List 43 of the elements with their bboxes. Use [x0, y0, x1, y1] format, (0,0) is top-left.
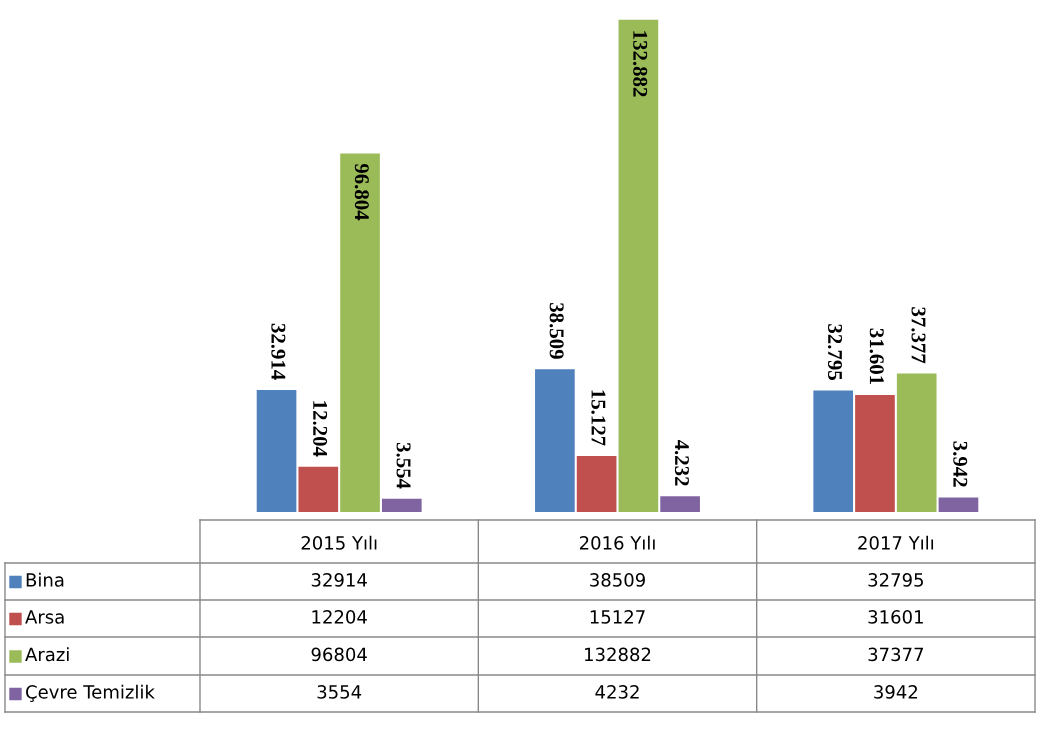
data-label: 96804 — [311, 647, 367, 662]
bar — [896, 373, 937, 512]
annotation: 12.204 — [312, 401, 328, 457]
bar — [660, 496, 700, 512]
x-tick-label: 2016 Yılı — [579, 535, 655, 550]
annotation: 3.942 — [953, 441, 968, 487]
legend-label: Arazi — [25, 647, 69, 662]
bar — [855, 394, 895, 512]
annotation: 31.601 — [869, 328, 884, 385]
annotation: 32.795 — [827, 324, 842, 380]
bar — [813, 390, 854, 512]
data-label: 31601 — [868, 610, 923, 624]
annotation: 37.377 — [911, 307, 926, 364]
data-label: 3554 — [317, 685, 362, 699]
annotation: 132.882 — [633, 31, 648, 97]
data-label: 32914 — [311, 573, 367, 587]
bar — [618, 19, 659, 512]
data-label: 38509 — [590, 573, 645, 587]
annotation: 4.232 — [674, 439, 689, 486]
bar — [535, 369, 575, 512]
annotation: 15.127 — [591, 390, 606, 446]
data-label: 37377 — [868, 647, 924, 662]
annotation: 3.554 — [396, 442, 411, 489]
data-label: 15127 — [590, 610, 645, 624]
bar — [298, 466, 339, 512]
bar — [381, 498, 422, 512]
bar — [256, 390, 297, 512]
data-label: 3942 — [874, 685, 917, 699]
data-label: 12204 — [312, 610, 367, 624]
data-label: 4232 — [595, 685, 639, 699]
x-tick-label: 2015 Yılı — [301, 535, 377, 550]
x-tick-label: 2017 Yılı — [858, 535, 934, 550]
bar — [938, 497, 979, 512]
legend-label: Bina — [26, 572, 64, 587]
data-label: 32795 — [868, 573, 923, 587]
data-label: 132882 — [585, 647, 651, 662]
legend-label: Çevre Temizlik — [26, 684, 155, 702]
annotation: 38.509 — [549, 303, 564, 359]
annotation: 32.914 — [271, 323, 286, 380]
annotation: 96.804 — [354, 163, 369, 221]
legend-label: Arsa — [25, 610, 64, 624]
bar — [576, 455, 617, 512]
bar — [340, 153, 380, 512]
